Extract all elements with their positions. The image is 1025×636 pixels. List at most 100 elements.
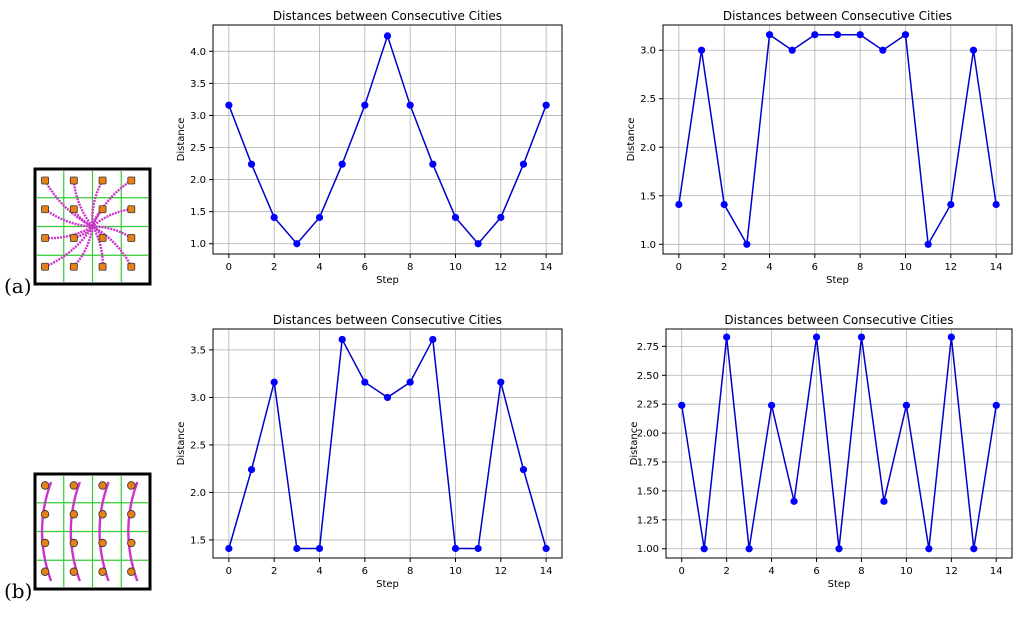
- thumb-city: [69, 538, 79, 548]
- plot-frame: [212, 328, 563, 559]
- data-point: [293, 240, 301, 248]
- y-axis-label: Distance: [626, 118, 637, 162]
- x-tick-label: 12: [944, 262, 957, 273]
- chart-1: 0 2 4 6 8 10 12 14 1.0 1.5 2.0 2.5 3.0 3.5 4.0 Distance…: [176, 9, 563, 286]
- data-point: [880, 497, 888, 505]
- thumb-city: [69, 176, 78, 185]
- data-point: [924, 240, 932, 248]
- y-tick-label: 3.0: [190, 111, 206, 122]
- chart-2: 0 2 4 6 8 10 12 14 1.0 1.5 2.0 2.5 3.0 Distances betw…: [626, 9, 1013, 286]
- data-point: [969, 46, 978, 54]
- data-point: [451, 544, 460, 553]
- thumb-city: [69, 567, 79, 576]
- x-tick-label: 10: [899, 262, 912, 273]
- y-tick-label: 2.0: [190, 175, 206, 186]
- thumb-city: [98, 176, 107, 185]
- x-tick-label: 6: [812, 262, 818, 273]
- y-tick-label: 3.5: [190, 79, 206, 90]
- data-point: [519, 160, 528, 168]
- data-point: [361, 378, 369, 386]
- thumb-path: [72, 208, 94, 228]
- x-tick-label: 2: [271, 566, 277, 577]
- x-tick-label: 10: [449, 262, 462, 273]
- series-line: [678, 33, 997, 247]
- thumb-city: [98, 234, 107, 242]
- y-tick-label: 1.5: [190, 207, 206, 218]
- series-line: [228, 33, 547, 245]
- thumb-city: [41, 176, 49, 185]
- x-tick-label: 14: [540, 566, 553, 577]
- x-axis-label: Step: [828, 579, 851, 590]
- y-axis-label: Distance: [176, 422, 187, 466]
- x-tick-label: 6: [813, 566, 819, 577]
- y-tick-label: 2.50: [637, 371, 659, 382]
- y-axis-label: Distance: [176, 118, 187, 162]
- thumb-path: [44, 225, 94, 240]
- data-point: [225, 544, 233, 553]
- data-point: [675, 200, 683, 209]
- y-tick-label: 1.5: [640, 191, 656, 202]
- x-axis-label: Step: [376, 275, 399, 286]
- y-tick-label: 2.5: [640, 94, 656, 105]
- x-tick-label: 8: [407, 566, 413, 577]
- data-point: [857, 333, 866, 341]
- thumb-city: [41, 234, 49, 242]
- data-point: [542, 101, 550, 109]
- data-point: [790, 497, 798, 505]
- thumb-path: [44, 225, 94, 268]
- x-tick-label: 14: [540, 262, 553, 273]
- x-tick-label: 2: [271, 262, 277, 273]
- thumb-path: [72, 180, 94, 228]
- data-point: [947, 333, 955, 341]
- x-tick-label: 12: [945, 566, 958, 577]
- y-tick-label: 2.0: [640, 143, 656, 154]
- y-tick-label: 2.00: [637, 429, 659, 440]
- x-axis-label: Step: [376, 579, 399, 590]
- plot-frame: [662, 24, 1013, 255]
- data-point: [743, 240, 751, 248]
- charts-layer: 0 2 4 6 8 10 12 14 1.0 1.5 2.0 2.5 3.0 3.5 4.0 Distance…: [176, 9, 1013, 590]
- y-tick-label: 1.25: [637, 515, 659, 526]
- x-tick-label: 8: [407, 262, 413, 273]
- x-tick-label: 4: [316, 566, 322, 577]
- thumb-city: [98, 481, 107, 490]
- thumb-city: [40, 567, 50, 576]
- chart-4: 0 2 4 6 8 10 12 14 1.00 1.25 1.50 1.75 2.00 2.25 2.50 2…: [629, 313, 1013, 590]
- data-point: [315, 213, 324, 222]
- data-point: [902, 401, 911, 409]
- thumb-city: [127, 205, 136, 214]
- y-tick-label: 2.75: [637, 342, 659, 353]
- data-point: [270, 378, 278, 386]
- y-tick-label: 2.5: [190, 143, 206, 154]
- x-tick-label: 10: [449, 566, 462, 577]
- data-point: [723, 333, 731, 341]
- thumb-city: [98, 205, 107, 214]
- y-tick-label: 4.0: [190, 47, 206, 58]
- chart-title: Distances between Consecutive Cities: [723, 9, 952, 23]
- data-point: [835, 545, 843, 553]
- thumb-city: [127, 567, 136, 576]
- x-tick-label: 4: [316, 262, 322, 273]
- x-tick-label: 6: [362, 262, 368, 273]
- thumb-city: [127, 262, 136, 271]
- thumb-city: [41, 205, 49, 214]
- data-point: [925, 545, 933, 553]
- data-point: [901, 31, 910, 39]
- thumb-city: [69, 510, 79, 519]
- thumb-city: [41, 262, 49, 271]
- data-point: [429, 160, 437, 168]
- y-tick-label: 2.0: [190, 488, 206, 499]
- y-tick-label: 1.5: [190, 535, 206, 546]
- thumb-city: [127, 538, 136, 548]
- data-point: [879, 46, 887, 54]
- data-point: [947, 200, 955, 209]
- data-point: [697, 46, 706, 54]
- chart-title: Distances between Consecutive Cities: [273, 313, 502, 327]
- chart-title: Distances between Consecutive Cities: [273, 9, 502, 23]
- tour-thumbnail-a: [33, 167, 152, 286]
- y-axis-label: Distance: [629, 422, 640, 466]
- thumb-city: [98, 538, 107, 548]
- thumb-city: [69, 205, 78, 214]
- data-point: [788, 46, 796, 54]
- y-tick-label: 1.75: [637, 458, 659, 469]
